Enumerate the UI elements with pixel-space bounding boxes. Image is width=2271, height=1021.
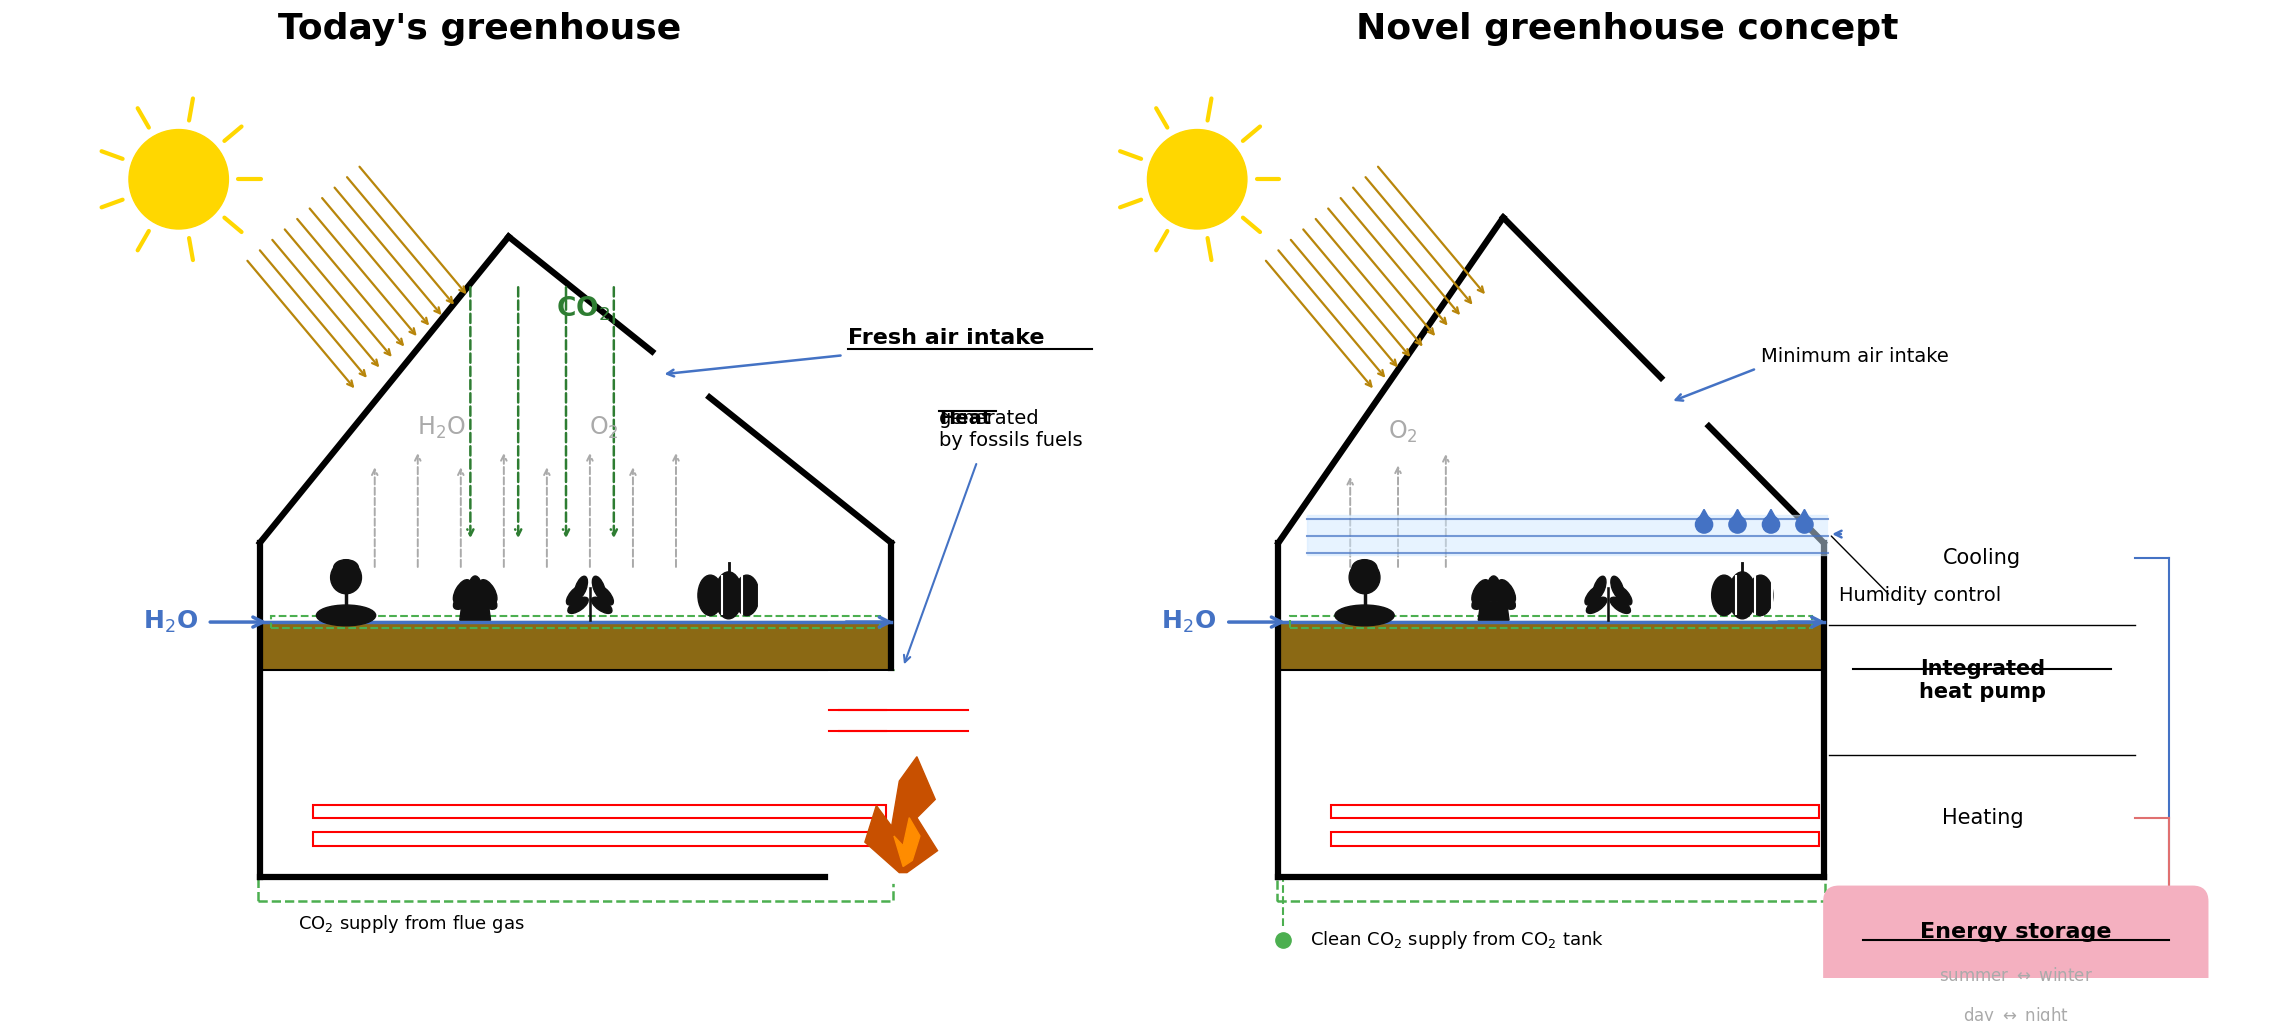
Text: O$_2$: O$_2$	[1388, 420, 1417, 445]
Text: Cooling: Cooling	[1944, 547, 2021, 568]
Ellipse shape	[590, 597, 611, 614]
Bar	[1279, 622, 1824, 670]
Bar	[1331, 805, 1819, 818]
Ellipse shape	[468, 576, 481, 602]
Text: summer $\leftrightarrow$ winter: summer $\leftrightarrow$ winter	[1939, 967, 2094, 985]
Bar	[829, 672, 977, 882]
Bar	[1331, 832, 1819, 845]
Ellipse shape	[565, 585, 584, 605]
Ellipse shape	[1494, 589, 1515, 610]
Bar	[1279, 670, 1824, 877]
Ellipse shape	[1488, 576, 1501, 602]
Polygon shape	[1799, 509, 1810, 520]
Text: Integrated
heat pump: Integrated heat pump	[1919, 659, 2046, 702]
Ellipse shape	[1349, 562, 1381, 594]
Ellipse shape	[1472, 589, 1494, 610]
Polygon shape	[1765, 509, 1776, 520]
Ellipse shape	[595, 585, 613, 605]
Text: Minimum air intake: Minimum air intake	[1762, 346, 1949, 366]
Text: CO$_2$: CO$_2$	[556, 294, 611, 323]
Text: Energy storage: Energy storage	[1919, 922, 2112, 942]
Text: Heating: Heating	[1942, 809, 2023, 828]
Ellipse shape	[1712, 575, 1737, 616]
FancyBboxPatch shape	[1824, 887, 2207, 1021]
Polygon shape	[895, 818, 920, 867]
Ellipse shape	[332, 562, 361, 594]
Bar	[259, 670, 890, 877]
Bar	[259, 622, 890, 670]
Ellipse shape	[334, 560, 359, 576]
Circle shape	[1762, 516, 1780, 533]
Ellipse shape	[715, 572, 743, 619]
Ellipse shape	[593, 576, 606, 599]
Text: Clean CO$_2$ supply from CO$_2$ tank: Clean CO$_2$ supply from CO$_2$ tank	[1310, 928, 1603, 951]
Bar	[1830, 490, 2135, 882]
Bar	[1308, 515, 1830, 555]
Ellipse shape	[1615, 585, 1633, 605]
Ellipse shape	[1351, 560, 1376, 576]
Ellipse shape	[475, 589, 497, 610]
Text: day $\leftrightarrow$ night: day $\leftrightarrow$ night	[1962, 1005, 2069, 1021]
Ellipse shape	[734, 575, 759, 616]
Text: CO$_2$ supply from flue gas: CO$_2$ supply from flue gas	[298, 913, 525, 935]
Ellipse shape	[1610, 597, 1631, 614]
Text: H$_2$O: H$_2$O	[418, 415, 466, 441]
Bar	[259, 622, 890, 670]
Ellipse shape	[1499, 580, 1515, 603]
Ellipse shape	[1592, 576, 1606, 599]
Text: Today's greenhouse: Today's greenhouse	[279, 12, 681, 46]
Polygon shape	[1699, 509, 1710, 520]
Circle shape	[129, 130, 229, 229]
Circle shape	[1696, 516, 1712, 533]
Polygon shape	[1733, 509, 1744, 520]
Bar	[313, 805, 886, 818]
Ellipse shape	[454, 580, 470, 603]
Circle shape	[1147, 130, 1247, 229]
Ellipse shape	[1587, 597, 1608, 614]
Polygon shape	[459, 602, 491, 620]
Ellipse shape	[1585, 585, 1603, 605]
Text: O$_2$: O$_2$	[590, 415, 620, 441]
Bar	[273, 617, 879, 628]
Ellipse shape	[1335, 605, 1394, 626]
Ellipse shape	[479, 580, 497, 603]
Ellipse shape	[454, 589, 475, 610]
Text: H$_2$O: H$_2$O	[1160, 609, 1217, 635]
Ellipse shape	[575, 576, 588, 599]
Circle shape	[1796, 516, 1812, 533]
Bar	[1290, 617, 1812, 628]
Text: Novel greenhouse concept: Novel greenhouse concept	[1356, 12, 1899, 46]
Ellipse shape	[316, 605, 375, 626]
Polygon shape	[1478, 602, 1508, 620]
Text: Humidity control: Humidity control	[1840, 586, 2001, 605]
Polygon shape	[865, 757, 938, 873]
Ellipse shape	[1610, 576, 1624, 599]
Ellipse shape	[1728, 572, 1755, 619]
Bar	[313, 832, 886, 845]
Text: Fresh air intake: Fresh air intake	[847, 328, 1045, 347]
Text: Heat: Heat	[938, 408, 990, 428]
Ellipse shape	[568, 597, 588, 614]
Ellipse shape	[697, 575, 722, 616]
Ellipse shape	[1749, 575, 1774, 616]
Bar	[1279, 622, 1824, 670]
Text: H$_2$O: H$_2$O	[143, 609, 198, 635]
Ellipse shape	[1472, 580, 1490, 603]
Circle shape	[1728, 516, 1746, 533]
Text: generated
by fossils fuels: generated by fossils fuels	[938, 408, 1083, 450]
